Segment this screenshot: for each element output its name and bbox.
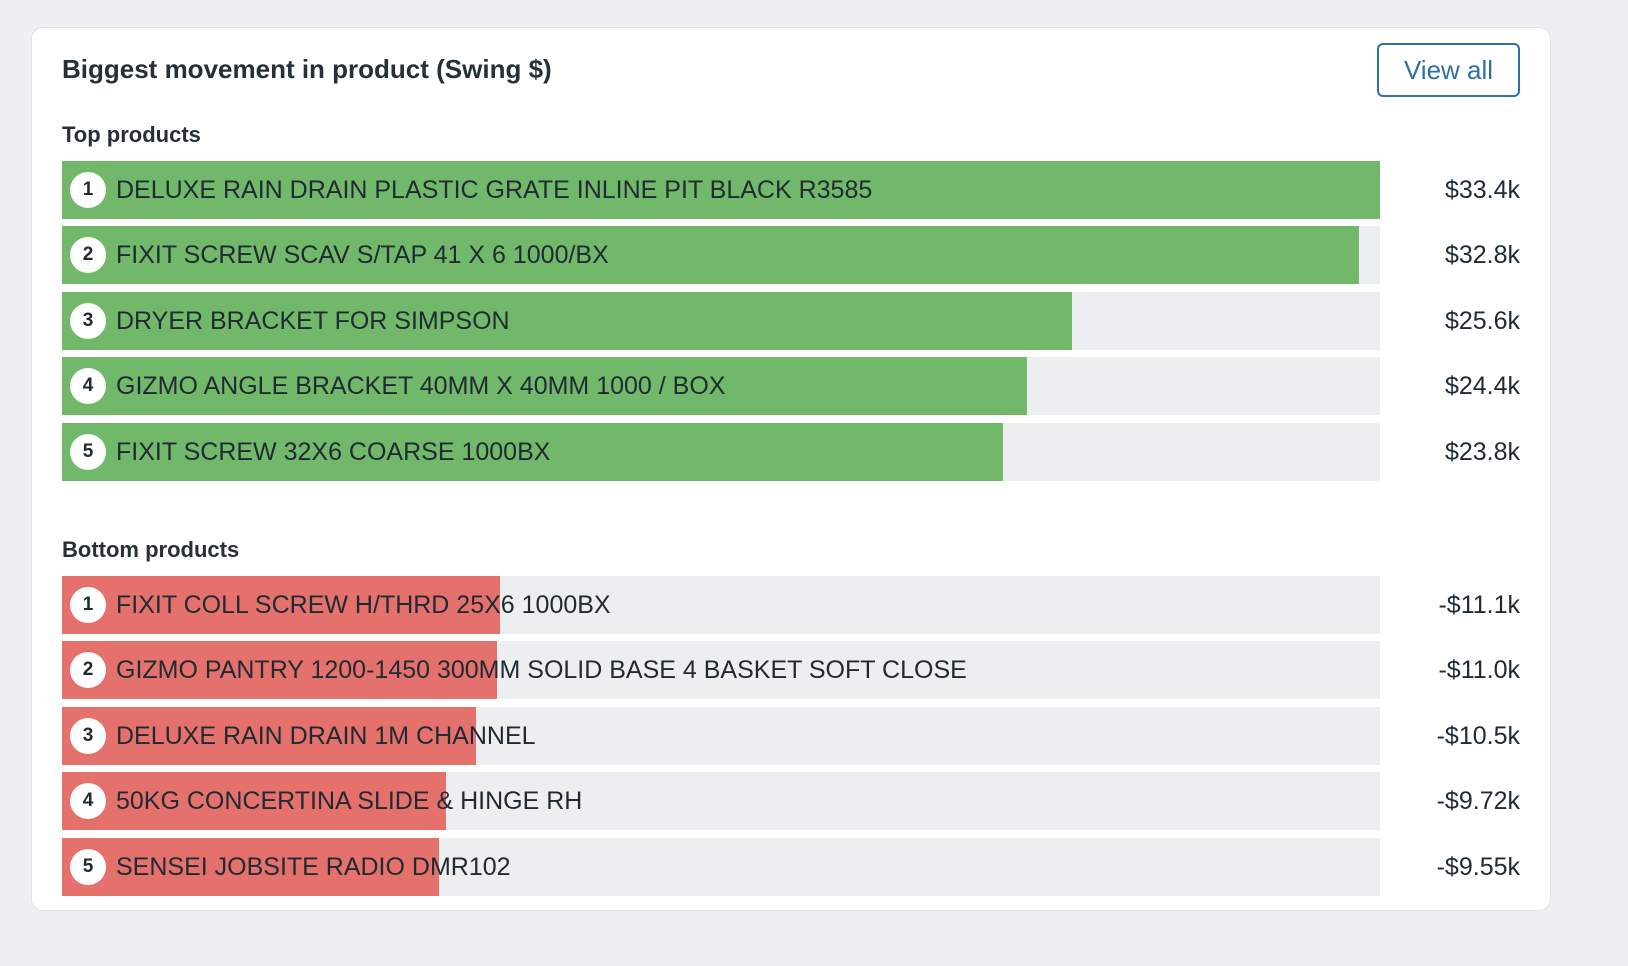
- rank-badge: 4: [70, 368, 106, 405]
- rank-badge: 1: [70, 587, 106, 623]
- product-name: GIZMO ANGLE BRACKET 40MM X 40MM 1000 / B…: [116, 372, 726, 401]
- product-name: DELUXE RAIN DRAIN 1M CHANNEL: [116, 721, 536, 750]
- bar-track: 5 FIXIT SCREW 32X6 COARSE 1000BX: [62, 422, 1380, 481]
- top-product-row-3[interactable]: 3 DRYER BRACKET FOR SIMPSON $25.6k: [62, 291, 1520, 350]
- rank-badge: 5: [70, 433, 106, 470]
- product-name: SENSEI JOBSITE RADIO DMR102: [116, 852, 511, 881]
- top-product-row-1[interactable]: 1 DELUXE RAIN DRAIN PLASTIC GRATE INLINE …: [62, 161, 1520, 219]
- bar-track: 4 50KG CONCERTINA SLIDE & HINGE RH: [62, 772, 1380, 831]
- rank-badge: 5: [70, 848, 106, 885]
- bar-track: 2 FIXIT SCREW SCAV S/TAP 41 X 6 1000/BX: [62, 226, 1380, 285]
- movement-card: Biggest movement in product (Swing $) Vi…: [31, 27, 1551, 911]
- bottom-product-row-5[interactable]: 5 SENSEI JOBSITE RADIO DMR102 -$9.55k: [62, 837, 1520, 896]
- swing-value: $23.8k: [1444, 437, 1520, 466]
- product-name: FIXIT SCREW 32X6 COARSE 1000BX: [116, 437, 551, 466]
- card-title: Biggest movement in product (Swing $): [62, 54, 552, 84]
- bar-track: 3 DRYER BRACKET FOR SIMPSON: [62, 291, 1380, 350]
- rank-badge: 2: [70, 652, 106, 689]
- top-products-heading: Top products: [62, 122, 201, 147]
- bar-track: 4 GIZMO ANGLE BRACKET 40MM X 40MM 1000 / …: [62, 357, 1380, 416]
- rank-badge: 3: [70, 302, 106, 339]
- top-product-row-4[interactable]: 4 GIZMO ANGLE BRACKET 40MM X 40MM 1000 / …: [62, 357, 1520, 416]
- swing-value: -$9.55k: [1436, 852, 1520, 881]
- rank-badge: 1: [70, 172, 106, 208]
- bottom-product-row-2[interactable]: 2 GIZMO PANTRY 1200-1450 300MM SOLID BASE…: [62, 641, 1520, 700]
- swing-value: $32.8k: [1444, 241, 1520, 270]
- bar-fill: [62, 772, 446, 831]
- bar-track: 2 GIZMO PANTRY 1200-1450 300MM SOLID BASE…: [62, 641, 1380, 700]
- bar-track: 3 DELUXE RAIN DRAIN 1M CHANNEL: [62, 706, 1380, 765]
- top-product-row-5[interactable]: 5 FIXIT SCREW 32X6 COARSE 1000BX $23.8k: [62, 422, 1520, 481]
- bar-fill: [62, 706, 476, 765]
- product-name: FIXIT COLL SCREW H/THRD 25X6 1000BX: [116, 591, 611, 619]
- swing-value: -$11.1k: [1438, 591, 1520, 619]
- bar-fill: [62, 226, 1359, 285]
- bar-track: 1 DELUXE RAIN DRAIN PLASTIC GRATE INLINE …: [62, 161, 1380, 219]
- bottom-product-row-3[interactable]: 3 DELUXE RAIN DRAIN 1M CHANNEL -$10.5k: [62, 706, 1520, 765]
- swing-value: $33.4k: [1444, 176, 1520, 204]
- bottom-products-heading: Bottom products: [62, 537, 240, 562]
- rank-badge: 2: [70, 237, 106, 274]
- product-name: 50KG CONCERTINA SLIDE & HINGE RH: [116, 787, 583, 816]
- bar-fill: [62, 576, 500, 634]
- bar-fill: [62, 357, 1027, 416]
- rank-badge: 3: [70, 717, 106, 754]
- product-name: GIZMO PANTRY 1200-1450 300MM SOLID BASE …: [116, 656, 967, 685]
- bottom-product-row-4[interactable]: 4 50KG CONCERTINA SLIDE & HINGE RH -$9.72k: [62, 772, 1520, 831]
- bar-fill: [62, 837, 439, 896]
- top-product-row-2[interactable]: 2 FIXIT SCREW SCAV S/TAP 41 X 6 1000/BX $3…: [62, 226, 1520, 285]
- product-name: DRYER BRACKET FOR SIMPSON: [116, 306, 510, 335]
- bar-fill: [62, 291, 1072, 350]
- product-name: FIXIT SCREW SCAV S/TAP 41 X 6 1000/BX: [116, 241, 609, 270]
- rank-badge: 4: [70, 783, 106, 820]
- product-name: DELUXE RAIN DRAIN PLASTIC GRATE INLINE P…: [116, 176, 873, 204]
- swing-value: -$9.72k: [1436, 787, 1520, 816]
- bar-track: 1 FIXIT COLL SCREW H/THRD 25X6 1000BX: [62, 576, 1380, 634]
- swing-value: $25.6k: [1444, 306, 1520, 335]
- view-all-button[interactable]: View all: [1377, 43, 1520, 97]
- bar-fill: [62, 641, 497, 700]
- bar-track: 5 SENSEI JOBSITE RADIO DMR102: [62, 837, 1380, 896]
- bar-fill: [62, 422, 1003, 481]
- swing-value: -$10.5k: [1436, 721, 1520, 750]
- bar-fill: [62, 161, 1380, 219]
- swing-value: -$11.0k: [1438, 656, 1520, 685]
- bottom-product-row-1[interactable]: 1 FIXIT COLL SCREW H/THRD 25X6 1000BX -$11…: [62, 576, 1520, 634]
- swing-value: $24.4k: [1444, 372, 1520, 401]
